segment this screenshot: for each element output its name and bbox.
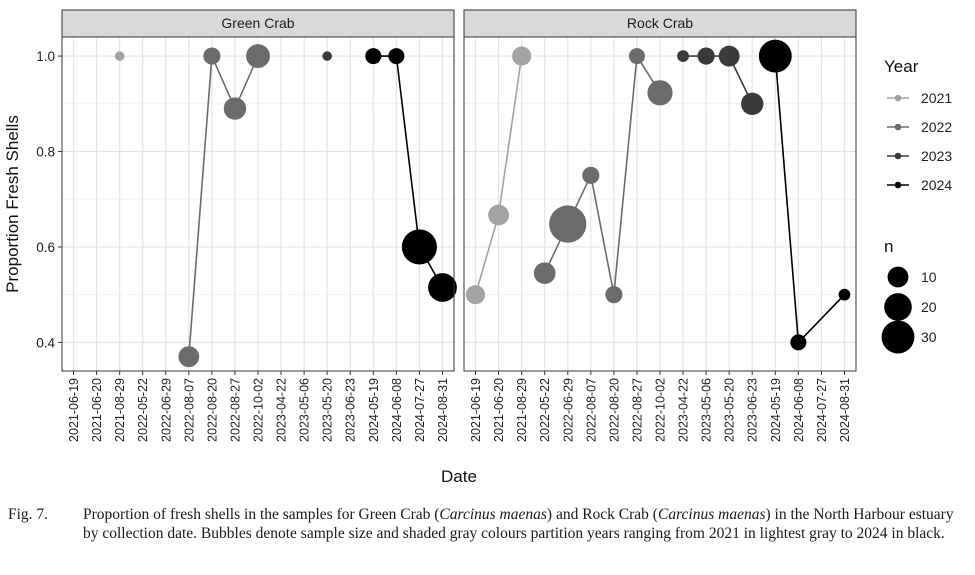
x-tick-label: 2021-06-20 bbox=[90, 378, 104, 442]
caption-part-1: Proportion of fresh shells in the sample… bbox=[83, 506, 440, 523]
data-point bbox=[246, 44, 270, 69]
data-point bbox=[488, 204, 510, 226]
data-point bbox=[203, 47, 221, 65]
x-tick-label: 2024-06-08 bbox=[792, 378, 806, 442]
data-point bbox=[582, 166, 600, 184]
x-tick-label: 2024-08-31 bbox=[838, 378, 852, 442]
x-tick-label: 2023-06-23 bbox=[746, 378, 760, 442]
size-legend-label-20: 20 bbox=[921, 299, 937, 315]
x-tick-label: 2024-05-19 bbox=[367, 378, 381, 442]
legend-title-n: n bbox=[884, 237, 893, 256]
data-point bbox=[647, 80, 673, 106]
x-tick-label: 2021-08-29 bbox=[515, 378, 529, 442]
legend-label-2024: 2024 bbox=[921, 177, 952, 193]
size-legend-label-10: 10 bbox=[921, 269, 937, 285]
x-tick-label: 2022-06-29 bbox=[159, 378, 173, 442]
x-tick-label: 2023-04-22 bbox=[275, 378, 289, 442]
data-point bbox=[628, 48, 645, 65]
caption-species-1: Carcinus maenas bbox=[439, 506, 547, 523]
caption-part-3: ) in the North Harbour estuary by collec… bbox=[83, 506, 954, 542]
x-tick-label: 2021-08-29 bbox=[113, 378, 127, 442]
caption-label: Fig. 7. bbox=[8, 506, 49, 523]
x-axis-title: Date bbox=[441, 467, 477, 486]
panel-strip bbox=[61, 9, 455, 38]
panel-1: Rock Crab 2021-06-19 2021-06-20 2021-08-29 2… bbox=[463, 9, 857, 442]
legend-marker-2023 bbox=[894, 152, 902, 160]
x-tick-label: 2023-04-22 bbox=[677, 378, 691, 442]
data-point bbox=[718, 45, 740, 67]
x-tick-label: 2023-05-06 bbox=[298, 378, 312, 442]
y-tick-label: 0.4 bbox=[36, 335, 55, 350]
x-tick-label: 2022-10-02 bbox=[654, 378, 668, 442]
x-tick-label: 2022-08-27 bbox=[630, 378, 644, 442]
panel-strip bbox=[463, 9, 857, 38]
x-tick-label: 2022-10-02 bbox=[252, 378, 266, 442]
y-tick-label: 0.6 bbox=[36, 240, 55, 255]
data-point bbox=[741, 92, 764, 116]
series-line-2022 bbox=[188, 55, 259, 357]
panel-0: Green Crab 2021-06-19 2021-06-20 2021-08-29… bbox=[61, 9, 457, 442]
data-point bbox=[223, 97, 247, 120]
size-legend-label-30: 30 bbox=[921, 329, 937, 345]
panel-title: Rock Crab bbox=[627, 15, 693, 31]
x-tick-label: 2021-06-20 bbox=[492, 378, 506, 442]
data-point bbox=[322, 51, 332, 61]
legend-title-year: Year bbox=[884, 57, 919, 76]
legend-label-2023: 2023 bbox=[921, 148, 952, 164]
legend-label-2021: 2021 bbox=[921, 90, 952, 106]
x-tick-label: 2022-08-07 bbox=[182, 378, 196, 442]
size-legend-marker-30 bbox=[881, 320, 915, 354]
y-tick-label: 0.8 bbox=[36, 145, 55, 160]
data-point bbox=[114, 51, 125, 61]
size-legend-marker-10 bbox=[887, 266, 909, 288]
caption-species-2: Carcinus maenas bbox=[657, 506, 766, 523]
panel-title: Green Crab bbox=[221, 15, 294, 31]
x-tick-label: 2022-06-29 bbox=[561, 378, 575, 442]
data-point bbox=[533, 262, 556, 285]
legend-label-2022: 2022 bbox=[921, 119, 952, 135]
x-tick-label: 2022-08-07 bbox=[584, 378, 598, 442]
y-tick-label: 1.0 bbox=[36, 49, 55, 64]
data-point bbox=[677, 50, 689, 62]
x-tick-label: 2023-05-20 bbox=[723, 378, 737, 442]
data-point bbox=[758, 39, 792, 73]
x-tick-label: 2022-08-20 bbox=[205, 378, 219, 442]
data-point bbox=[178, 346, 200, 368]
data-point bbox=[388, 48, 405, 65]
series-line-2024 bbox=[373, 55, 444, 288]
x-tick-label: 2024-07-27 bbox=[413, 378, 427, 442]
series-line-2023 bbox=[683, 55, 753, 105]
x-tick-label: 2022-05-22 bbox=[538, 378, 552, 442]
data-point bbox=[697, 47, 715, 65]
caption-part-2: ) and Rock Crab ( bbox=[546, 506, 658, 523]
data-point bbox=[605, 286, 623, 304]
x-tick-label: 2024-08-31 bbox=[436, 378, 450, 442]
data-point bbox=[790, 334, 807, 351]
chart: Green Crab 2021-06-19 2021-06-20 2021-08-29… bbox=[3, 9, 952, 486]
x-tick-label: 2022-08-20 bbox=[607, 378, 621, 442]
data-point bbox=[365, 48, 382, 65]
x-tick-label: 2021-06-19 bbox=[67, 378, 81, 442]
data-point bbox=[512, 46, 532, 66]
data-point bbox=[549, 205, 587, 243]
x-tick-label: 2023-05-20 bbox=[321, 378, 335, 442]
x-tick-label: 2021-06-19 bbox=[469, 378, 483, 442]
legend-marker-2022 bbox=[894, 123, 902, 131]
x-tick-label: 2023-05-06 bbox=[700, 378, 714, 442]
x-tick-label: 2022-08-27 bbox=[228, 378, 242, 442]
x-tick-label: 2022-05-22 bbox=[136, 378, 150, 442]
x-tick-label: 2023-06-23 bbox=[344, 378, 358, 442]
data-point bbox=[838, 288, 851, 301]
x-tick-label: 2024-05-19 bbox=[769, 378, 783, 442]
caption-text: Proportion of fresh shells in the sample… bbox=[83, 505, 968, 543]
legend-marker-2021 bbox=[894, 94, 902, 102]
x-tick-label: 2024-07-27 bbox=[815, 378, 829, 442]
data-point bbox=[401, 229, 437, 265]
legend-marker-2024 bbox=[894, 181, 902, 189]
size-legend-marker-20 bbox=[884, 293, 912, 321]
x-tick-label: 2024-06-08 bbox=[390, 378, 404, 442]
y-axis-title: Proportion Fresh Shells bbox=[3, 115, 22, 293]
data-point bbox=[428, 273, 457, 302]
data-point bbox=[465, 285, 486, 305]
